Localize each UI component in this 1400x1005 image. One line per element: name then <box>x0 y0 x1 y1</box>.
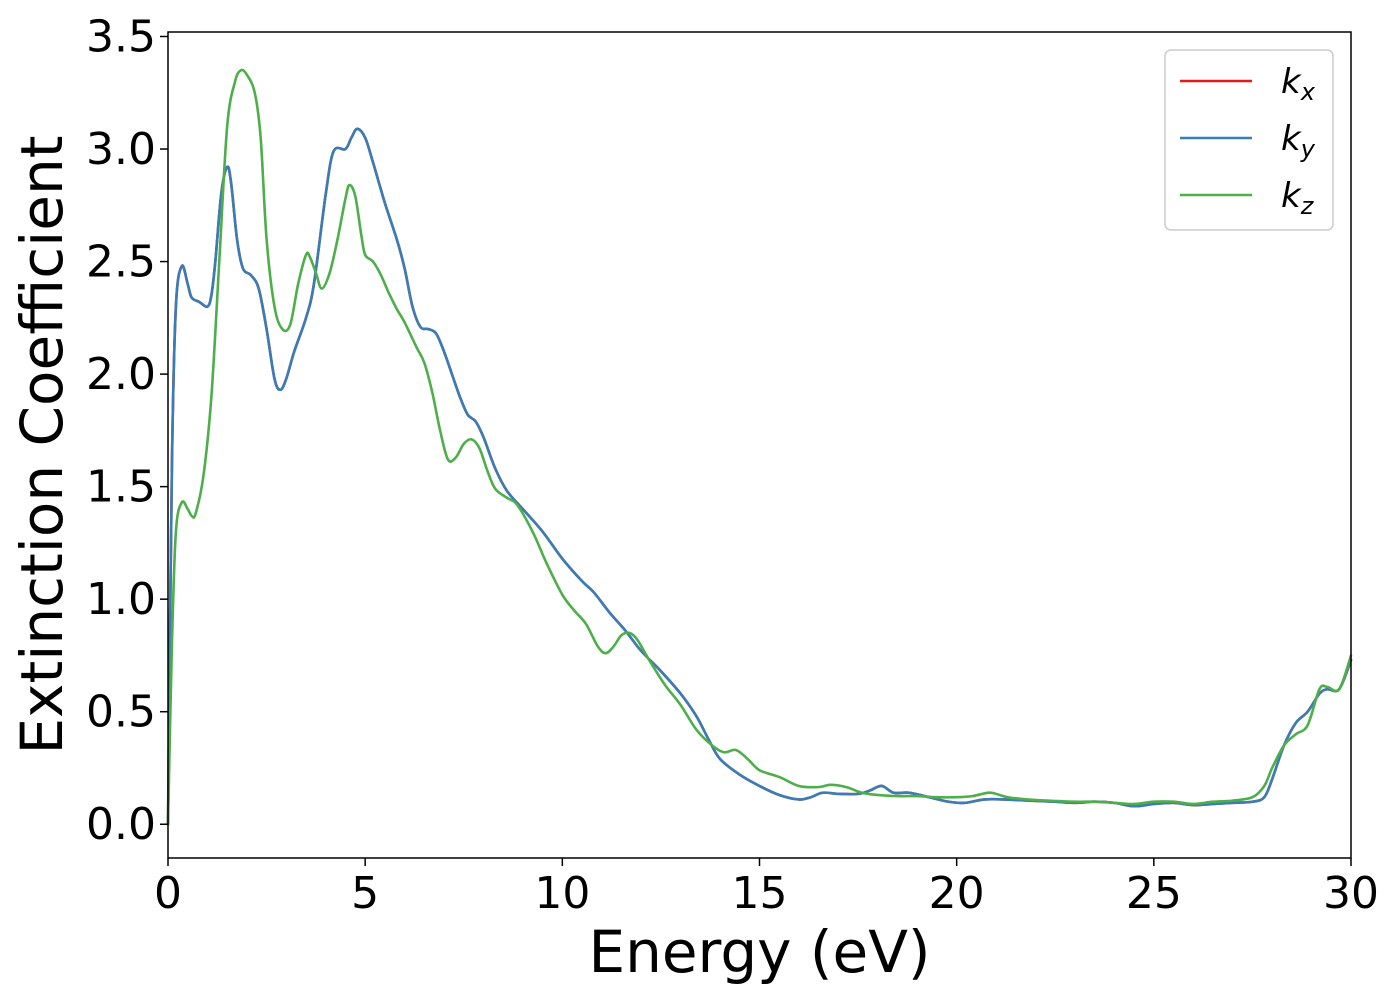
x-axis-title: Energy (eV) <box>588 918 930 986</box>
legend-subscript: z <box>1300 192 1315 220</box>
x-tick-label: 25 <box>1126 868 1182 919</box>
y-axis-title: Extinction Coefficient <box>8 136 76 755</box>
series-line-z <box>166 68 1353 826</box>
y-tick-label: 3.0 <box>86 124 156 175</box>
series-layer <box>166 68 1353 826</box>
y-tick-label: 2.5 <box>86 237 156 288</box>
legend-label-y: ky <box>1281 119 1316 163</box>
legend-subscript: x <box>1300 78 1316 106</box>
x-tick-label: 15 <box>732 868 788 919</box>
plot-background <box>168 32 1351 858</box>
x-tick-label: 10 <box>534 868 590 919</box>
x-ticks: 0 5 10 15 20 25 30 <box>154 858 1379 919</box>
y-tick-label: 3.5 <box>86 12 156 63</box>
x-tick-label: 5 <box>351 868 379 919</box>
legend-box <box>1164 49 1334 231</box>
y-tick-label: 1.5 <box>86 462 156 513</box>
y-tick-label: 1.0 <box>86 574 156 625</box>
x-tick-label: 20 <box>929 868 985 919</box>
legend-subscript: y <box>1300 135 1316 163</box>
x-tick-label: 30 <box>1323 868 1379 919</box>
y-tick-label: 2.0 <box>86 349 156 400</box>
x-tick-label: 0 <box>154 868 182 919</box>
y-tick-label: 0.0 <box>86 799 156 850</box>
y-ticks: 0.0 0.5 1.0 1.5 2.0 2.5 3.0 3.5 <box>86 12 168 850</box>
y-tick-label: 0.5 <box>86 687 156 738</box>
